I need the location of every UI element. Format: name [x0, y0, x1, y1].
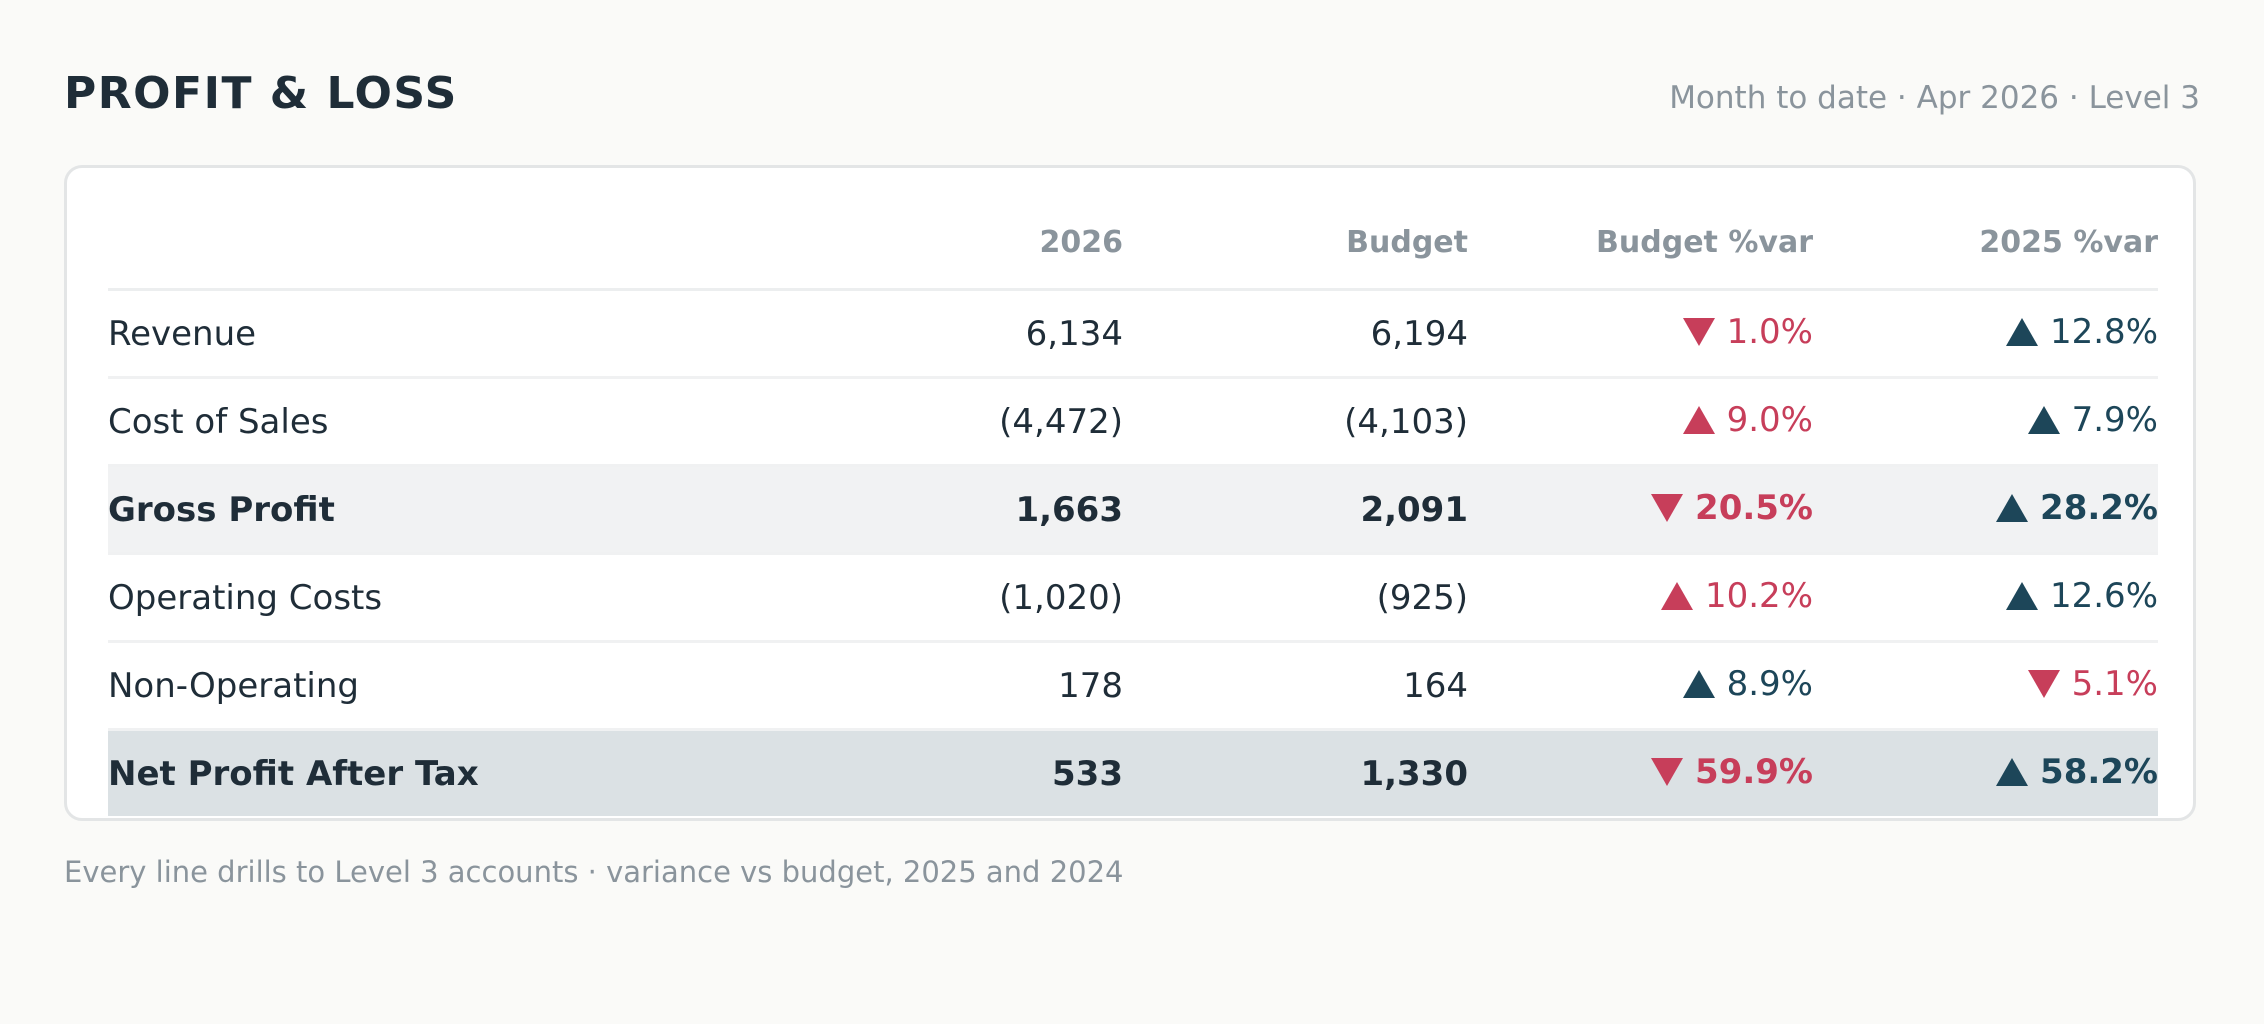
triangle-up-icon	[1996, 758, 2029, 786]
column-header-budget[interactable]: Budget	[1123, 196, 1468, 291]
table-header: 2026 Budget Budget %var 2025 %var	[108, 196, 2158, 291]
budget-var-value: 9.0%	[1726, 400, 1813, 440]
page-title: PROFIT & LOSS	[64, 68, 458, 119]
triangle-down-icon	[1682, 318, 1715, 346]
column-header-line	[108, 196, 778, 291]
triangle-up-icon	[2027, 406, 2060, 434]
var-2025: 7.9%	[2027, 400, 2158, 440]
budget-var-cell: 9.0%	[1468, 377, 1813, 467]
triangle-up-icon	[2005, 318, 2038, 346]
budget-var-cell: 59.9%	[1468, 729, 1813, 816]
budget-var-value: 59.9%	[1695, 752, 1813, 792]
budget-var: 1.0%	[1682, 312, 1813, 352]
triangle-up-icon	[1660, 582, 1693, 610]
row-label: Net Profit After Tax	[108, 729, 778, 816]
value-2026: 6,134	[778, 289, 1123, 379]
budget-var: 59.9%	[1651, 752, 1813, 792]
value-2026: (4,472)	[778, 377, 1123, 467]
row-gross-profit[interactable]: Gross Profit 1,663 2,091 20.5% 28.2%	[108, 465, 2158, 555]
budget-var-value: 10.2%	[1704, 576, 1813, 616]
var-2025-cell: 12.8%	[1813, 289, 2158, 379]
row-non-operating[interactable]: Non-Operating 178 164 8.9% 5.1%	[108, 641, 2158, 731]
value-budget: 1,330	[1123, 729, 1468, 816]
row-net-profit-after-tax[interactable]: Net Profit After Tax 533 1,330 59.9% 58.…	[108, 729, 2158, 816]
budget-var-cell: 10.2%	[1468, 553, 1813, 643]
var-2025-value: 12.8%	[2049, 312, 2158, 352]
row-label: Operating Costs	[108, 553, 778, 643]
var-2025-cell: 28.2%	[1813, 465, 2158, 555]
footnote: Every line drills to Level 3 accounts · …	[64, 855, 1124, 889]
budget-var-cell: 20.5%	[1468, 465, 1813, 555]
pnl-table: 2026 Budget Budget %var 2025 %var Revenu…	[108, 196, 2158, 816]
header-row: 2026 Budget Budget %var 2025 %var	[108, 196, 2158, 291]
triangle-up-icon	[1682, 406, 1715, 434]
row-label: Gross Profit	[108, 465, 778, 555]
row-cost-of-sales[interactable]: Cost of Sales (4,472) (4,103) 9.0% 7.9%	[108, 377, 2158, 467]
var-2025-cell: 5.1%	[1813, 641, 2158, 731]
var-2025-value: 28.2%	[2040, 488, 2158, 528]
value-2026: (1,020)	[778, 553, 1123, 643]
page-header: PROFIT & LOSS Month to date · Apr 2026 ·…	[64, 62, 2200, 126]
row-revenue[interactable]: Revenue 6,134 6,194 1.0% 12.8%	[108, 289, 2158, 379]
budget-var-value: 20.5%	[1695, 488, 1813, 528]
var-2025: 12.6%	[2005, 576, 2158, 616]
row-label: Non-Operating	[108, 641, 778, 731]
budget-var-value: 1.0%	[1726, 312, 1813, 352]
row-label: Cost of Sales	[108, 377, 778, 467]
triangle-up-icon	[1996, 494, 2029, 522]
var-2025-value: 58.2%	[2040, 752, 2158, 792]
var-2025-value: 12.6%	[2049, 576, 2158, 616]
var-2025-cell: 58.2%	[1813, 729, 2158, 816]
budget-var-value: 8.9%	[1726, 664, 1813, 704]
triangle-down-icon	[1651, 494, 1684, 522]
budget-var: 10.2%	[1660, 576, 1813, 616]
budget-var-cell: 8.9%	[1468, 641, 1813, 731]
value-2026: 533	[778, 729, 1123, 816]
value-budget: 6,194	[1123, 289, 1468, 379]
budget-var-cell: 1.0%	[1468, 289, 1813, 379]
row-operating-costs[interactable]: Operating Costs (1,020) (925) 10.2% 12.6…	[108, 553, 2158, 643]
budget-var: 9.0%	[1682, 400, 1813, 440]
var-2025: 28.2%	[1996, 488, 2158, 528]
column-header-budget-var[interactable]: Budget %var	[1468, 196, 1813, 291]
value-budget: 164	[1123, 641, 1468, 731]
column-header-2026[interactable]: 2026	[778, 196, 1123, 291]
triangle-up-icon	[1682, 670, 1715, 698]
value-budget: (4,103)	[1123, 377, 1468, 467]
var-2025-value: 5.1%	[2071, 664, 2158, 704]
row-label: Revenue	[108, 289, 778, 379]
var-2025: 12.8%	[2005, 312, 2158, 352]
page-subtitle: Month to date · Apr 2026 · Level 3	[1669, 80, 2200, 116]
triangle-down-icon	[2027, 670, 2060, 698]
value-budget: (925)	[1123, 553, 1468, 643]
budget-var: 8.9%	[1682, 664, 1813, 704]
var-2025: 5.1%	[2027, 664, 2158, 704]
value-2026: 178	[778, 641, 1123, 731]
budget-var: 20.5%	[1651, 488, 1813, 528]
var-2025: 58.2%	[1996, 752, 2158, 792]
value-budget: 2,091	[1123, 465, 1468, 555]
var-2025-cell: 12.6%	[1813, 553, 2158, 643]
var-2025-cell: 7.9%	[1813, 377, 2158, 467]
triangle-down-icon	[1651, 758, 1684, 786]
triangle-up-icon	[2005, 582, 2038, 610]
value-2026: 1,663	[778, 465, 1123, 555]
column-header-2025-var[interactable]: 2025 %var	[1813, 196, 2158, 291]
pnl-card: 2026 Budget Budget %var 2025 %var Revenu…	[64, 165, 2196, 821]
var-2025-value: 7.9%	[2071, 400, 2158, 440]
